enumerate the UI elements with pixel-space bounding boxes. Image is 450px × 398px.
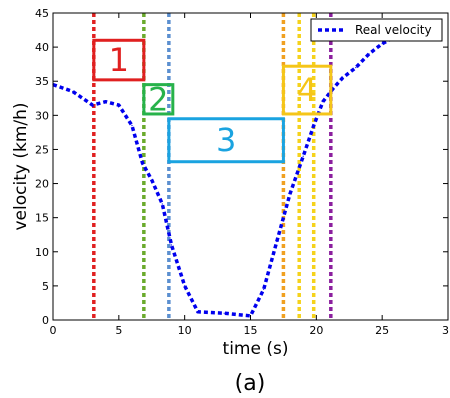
y-axis-label: velocity (km/h)	[11, 102, 31, 230]
x-tick-label: 3	[442, 324, 449, 337]
data-point	[170, 244, 173, 246]
data-point	[332, 87, 335, 89]
y-tick-label: 15	[35, 212, 49, 225]
data-point	[118, 104, 120, 106]
phase-boxes: 12 3 4	[92, 38, 333, 164]
x-tick-label: 20	[309, 324, 323, 337]
phase-box-1	[92, 38, 146, 82]
data-point	[161, 203, 163, 205]
phase-box-4	[281, 64, 333, 116]
velocity-series	[52, 35, 397, 318]
y-axis-ticks: 0 5 10 15 20 25 30 35 40 45	[35, 7, 448, 327]
data-point	[355, 66, 357, 69]
y-tick-label: 45	[35, 7, 49, 20]
phase-boundary-lines	[92, 13, 333, 320]
data-point	[289, 193, 291, 195]
y-tick-label: 10	[35, 246, 49, 259]
data-point	[151, 179, 153, 181]
data-point	[72, 90, 74, 93]
x-tick-label: 25	[375, 324, 389, 337]
x-axis-label: time (s)	[223, 339, 289, 359]
x-tick-label: 15	[244, 324, 258, 337]
data-point	[368, 53, 370, 55]
data-point	[276, 240, 278, 243]
data-point	[91, 104, 94, 106]
data-point	[302, 155, 304, 157]
phase-box-3	[167, 117, 285, 164]
series-line-real-velocity	[52, 35, 397, 318]
data-point	[381, 43, 383, 45]
phase-box-2	[142, 83, 175, 116]
legend-label-real-velocity: Real velocity	[355, 23, 432, 37]
legend-box	[310, 18, 443, 42]
data-point	[313, 124, 315, 127]
x-tick-label: 10	[178, 324, 192, 337]
y-tick-label: 30	[35, 109, 49, 122]
data-point	[105, 101, 107, 103]
data-point	[342, 77, 344, 79]
y-tick-label: 5	[42, 280, 49, 293]
phase-label-2: 2	[148, 80, 168, 118]
data-point	[322, 101, 324, 103]
data-point	[141, 162, 144, 164]
data-point	[223, 312, 225, 314]
y-tick-label: 20	[35, 178, 49, 191]
y-tick-label: 25	[35, 143, 49, 156]
x-axis-ticks: 0 5 10 15 20 25 3	[50, 13, 449, 337]
y-tick-label: 40	[35, 41, 49, 54]
figure-caption: (a)	[235, 371, 266, 396]
x-tick-label: 5	[115, 324, 122, 337]
y-tick-label: 0	[42, 314, 49, 327]
x-tick-label: 0	[50, 324, 57, 337]
data-point	[184, 285, 186, 287]
legend: Real velocity	[310, 18, 443, 42]
data-point	[197, 311, 199, 313]
phase-label-1: 1	[109, 41, 129, 79]
y-tick-label: 35	[35, 75, 49, 88]
data-point	[263, 288, 265, 290]
phase-label-4: 4	[297, 71, 317, 109]
phase-label-3: 3	[216, 121, 236, 159]
data-point	[131, 124, 133, 127]
